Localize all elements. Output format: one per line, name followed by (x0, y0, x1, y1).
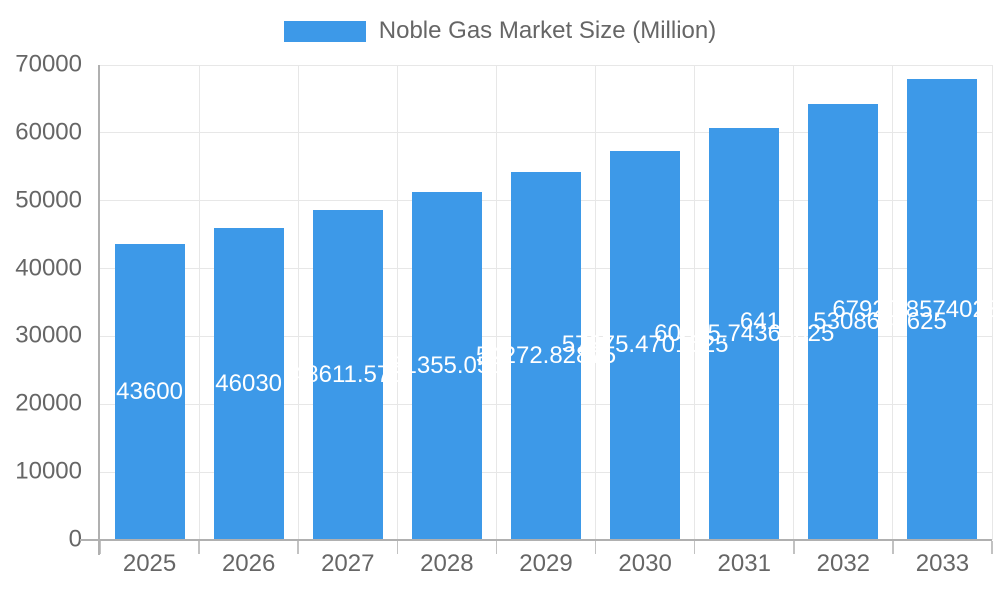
x-tick-label: 2025 (122, 550, 177, 577)
legend-swatch[interactable] (283, 20, 366, 42)
x-axis-tick (991, 541, 993, 554)
x-axis-tick (396, 541, 399, 554)
x-tick-label: 2030 (618, 550, 672, 577)
x-axis-tick (793, 541, 795, 554)
bar[interactable] (114, 244, 185, 539)
y-axis-line (98, 65, 100, 555)
gridline-y (100, 132, 992, 134)
y-tick-label: 40000 (15, 254, 82, 282)
y-tick-label: 60000 (15, 118, 82, 146)
x-axis-tick (99, 541, 101, 554)
bar-value-label: 51355.055 (390, 351, 504, 379)
bar-value-label: 67920.85740234375 (832, 295, 1000, 323)
bar-value-label: 48611.575 (291, 361, 404, 389)
y-tick-label: 20000 (15, 389, 82, 417)
x-axis-tick (198, 541, 200, 554)
x-axis-tick (495, 541, 498, 554)
gridline-x (595, 65, 597, 540)
bar-value-label: 54272.82875 (475, 341, 617, 369)
bar[interactable] (411, 191, 482, 539)
gridline-x (793, 65, 795, 540)
bar-value-label: 60645.74365625 (654, 320, 835, 348)
bar[interactable] (511, 171, 581, 539)
bar-value-label: 64183.5308645625 (739, 308, 947, 336)
x-tick-label: 2031 (717, 550, 771, 577)
bar[interactable] (213, 227, 284, 539)
x-tick-label: 2029 (519, 550, 573, 577)
x-tick-label: 2026 (221, 550, 276, 577)
x-tick-label: 2032 (816, 550, 871, 577)
y-tick-label: 50000 (15, 186, 82, 214)
x-axis-tick (892, 541, 894, 554)
bar[interactable] (312, 210, 383, 539)
y-tick-label: 0 (68, 525, 82, 553)
gridline-x (892, 65, 894, 540)
bar[interactable] (610, 150, 681, 539)
bar-value-label: 57375.4701625 (561, 331, 729, 359)
bar-value-label: 46030 (215, 369, 283, 397)
y-tick-label: 70000 (15, 50, 82, 78)
y-tick-label: 30000 (15, 321, 82, 349)
legend-label[interactable]: Noble Gas Market Size (Million) (378, 17, 717, 44)
y-tick-label: 10000 (15, 457, 82, 485)
gridline-x (396, 65, 398, 540)
gridline-x (991, 65, 993, 540)
bar-value-label: 43600 (116, 378, 183, 406)
x-tick-label: 2027 (321, 550, 375, 577)
x-axis-tick (594, 541, 597, 554)
x-axis-tick (297, 541, 299, 554)
bar[interactable] (709, 128, 780, 539)
x-axis-tick (693, 541, 696, 554)
x-tick-label: 2028 (420, 550, 474, 577)
gridline-x (495, 65, 497, 540)
bar[interactable] (808, 104, 879, 539)
gridline-x (694, 65, 696, 540)
x-tick-label: 2033 (915, 550, 970, 577)
legend[interactable]: Noble Gas Market Size (Million) (0, 19, 1000, 43)
x-axis-line (80, 539, 992, 541)
gridline-x (198, 65, 200, 540)
gridline-x (297, 65, 299, 540)
bar[interactable] (907, 79, 978, 539)
gridline-y (100, 64, 992, 66)
